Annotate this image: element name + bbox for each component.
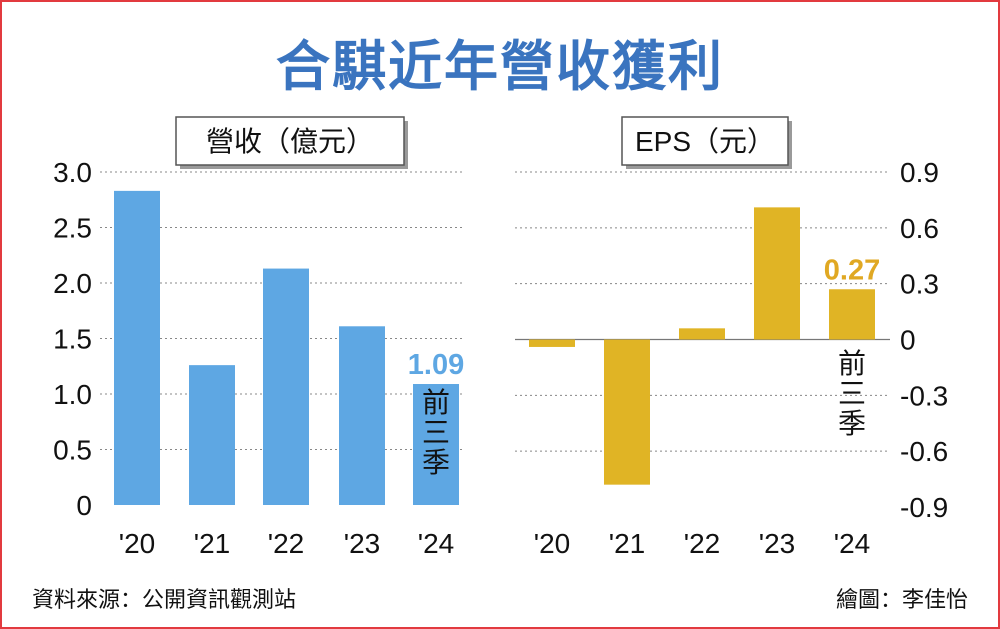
- revenue-x-tick-label: '24: [418, 528, 455, 559]
- revenue-y-tick-label: 2.0: [53, 268, 92, 299]
- revenue-bar: [263, 268, 309, 505]
- revenue-x-tick-label: '21: [194, 528, 231, 559]
- eps-bar: [529, 339, 575, 347]
- eps-y-tick-label: 0.3: [900, 269, 939, 300]
- revenue-y-tick-label: 3.0: [53, 157, 92, 188]
- eps-data-label: 0.27: [824, 254, 880, 286]
- credit-note: 繪圖：李佳怡: [835, 588, 968, 613]
- eps-x-tick-label: '24: [834, 528, 871, 559]
- revenue-panel-title-box: [175, 116, 405, 166]
- revenue-bar: [189, 365, 235, 505]
- revenue-bar: [413, 384, 459, 505]
- revenue-bar: [339, 326, 385, 505]
- eps-bar: [679, 328, 725, 340]
- eps-y-tick-label: 0.9: [900, 157, 939, 188]
- eps-note-char: 季: [838, 408, 866, 439]
- revenue-y-tick-label: 1.0: [53, 379, 92, 410]
- revenue-bar: [114, 190, 160, 505]
- revenue-x-tick-label: '22: [268, 528, 305, 559]
- eps-x-tick-label: '22: [684, 528, 721, 559]
- eps-note-char: 三: [838, 378, 866, 409]
- revenue-x-tick-label: '20: [119, 528, 156, 559]
- eps-bar: [754, 207, 800, 340]
- revenue-y-tick-label: 2.5: [53, 213, 92, 244]
- eps-y-tick-label: -0.6: [900, 436, 948, 467]
- revenue-y-tick-label: 0.5: [53, 435, 92, 466]
- revenue-note-char: 三: [422, 417, 450, 448]
- revenue-data-label: 1.09: [408, 349, 464, 381]
- eps-panel-title-box: [621, 116, 789, 166]
- eps-x-tick-label: '21: [609, 528, 646, 559]
- eps-y-tick-label: 0: [900, 325, 916, 356]
- revenue-note-char: 前: [422, 387, 450, 418]
- eps-y-tick-label: -0.3: [900, 380, 948, 411]
- revenue-panel-title: 營收（億元）: [206, 126, 374, 157]
- revenue-note-char: 季: [422, 447, 450, 478]
- eps-note-char: 前: [838, 348, 866, 379]
- main-title: 合騏近年營收獲利: [276, 35, 724, 98]
- eps-x-tick-label: '23: [759, 528, 796, 559]
- eps-bar: [604, 339, 650, 485]
- source-note: 資料來源：公開資訊觀測站: [32, 588, 297, 613]
- revenue-y-tick-label: 0: [76, 490, 92, 521]
- revenue-x-tick-label: '23: [344, 528, 381, 559]
- revenue-y-tick-label: 1.5: [53, 324, 92, 355]
- eps-y-tick-label: 0.6: [900, 213, 939, 244]
- eps-bar: [829, 289, 875, 340]
- eps-y-tick-label: -0.9: [900, 492, 948, 523]
- eps-x-tick-label: '20: [534, 528, 571, 559]
- eps-panel-title: EPS（元）: [635, 126, 775, 157]
